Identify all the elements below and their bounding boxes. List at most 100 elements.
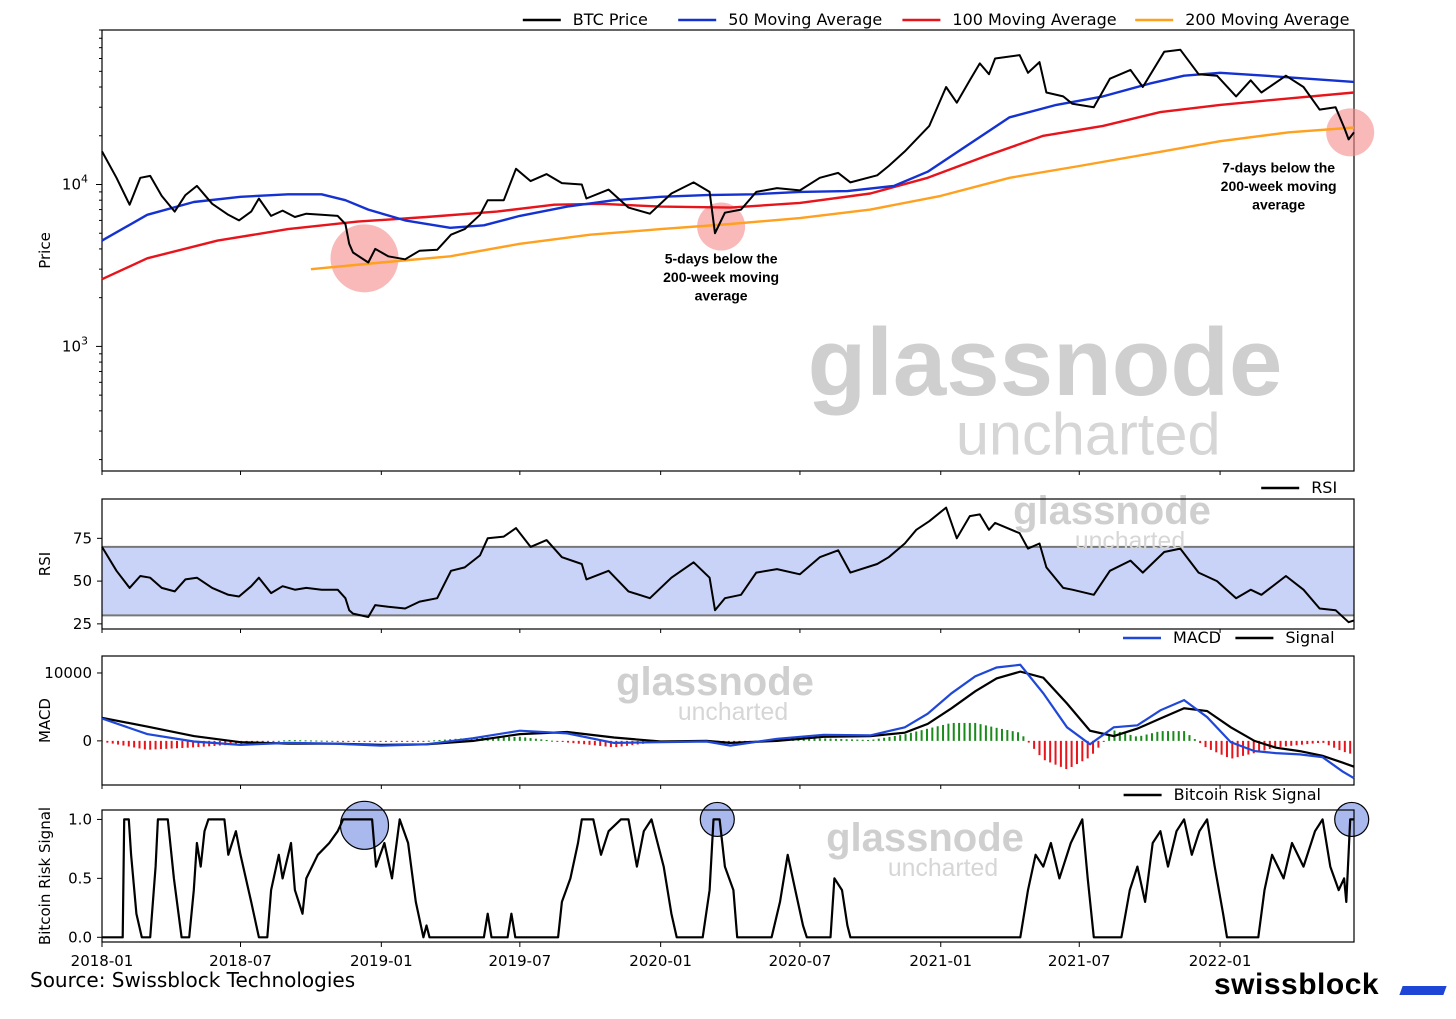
histogram-bar <box>867 739 870 741</box>
histogram-bar <box>1199 740 1202 744</box>
watermark-sub: uncharted <box>678 699 788 726</box>
y-tick-label: 25 <box>73 615 92 633</box>
watermark-main: glassnode <box>808 309 1283 416</box>
histogram-bar <box>813 738 816 741</box>
brand-logo: swissblock <box>1214 968 1380 1001</box>
histogram-bar <box>197 740 200 748</box>
histogram-bar <box>818 738 821 741</box>
histogram-bar <box>1156 731 1159 741</box>
watermark-main: glassnode <box>616 660 814 704</box>
histogram-bar <box>1161 731 1164 741</box>
y-tick-label: 0 <box>82 732 92 750</box>
histogram-bar <box>443 739 446 741</box>
histogram-bar <box>1000 728 1003 741</box>
histogram-bar <box>936 726 939 741</box>
y-tick-label: 50 <box>73 572 92 590</box>
histogram-bar <box>1225 740 1228 758</box>
y-tick-label: 104 <box>62 172 88 193</box>
histogram-bar <box>529 738 532 741</box>
y-tick-label: 0.0 <box>68 928 92 946</box>
histogram-bar <box>1033 740 1036 749</box>
histogram-bar <box>979 724 982 741</box>
histogram-bar <box>417 740 420 742</box>
histogram-bar <box>1118 731 1121 741</box>
x-tick-label: 2018-01 <box>71 952 134 970</box>
histogram-bar <box>1349 740 1352 754</box>
macd-histogram <box>101 722 1352 770</box>
histogram-bar <box>888 736 891 741</box>
histogram-bar <box>909 732 912 741</box>
histogram-bar <box>893 735 896 741</box>
legend-label: 50 Moving Average <box>728 10 882 29</box>
histogram-bar <box>599 740 602 746</box>
histogram-bar <box>1193 739 1196 741</box>
histogram-bar <box>1167 731 1170 741</box>
annotation-text: 200-week moving <box>663 269 779 285</box>
histogram-bar <box>379 740 382 742</box>
x-tick-label: 2021-07 <box>1048 952 1111 970</box>
histogram-bar <box>202 740 205 747</box>
histogram-bar <box>127 740 130 747</box>
histogram-bar <box>1317 740 1320 743</box>
histogram-bar <box>883 737 886 741</box>
histogram-bar <box>1172 731 1175 741</box>
histogram-bar <box>1279 740 1282 747</box>
histogram-bar <box>293 740 296 742</box>
macd-line <box>101 663 1355 780</box>
legend-label: MACD <box>1173 628 1221 647</box>
histogram-bar <box>433 740 436 742</box>
histogram-bar <box>1322 740 1325 743</box>
macd-panel <box>101 655 1355 786</box>
histogram-bar <box>540 739 543 741</box>
histogram-bar <box>304 740 307 742</box>
y-tick-label: 75 <box>73 529 92 547</box>
y-tick-label: 10000 <box>44 664 92 682</box>
histogram-bar <box>990 726 993 741</box>
histogram-bar <box>984 725 987 741</box>
highlight-circle <box>330 224 399 293</box>
histogram-bar <box>101 740 103 742</box>
legend-label: 200 Moving Average <box>1185 10 1349 29</box>
histogram-bar <box>1183 731 1186 741</box>
histogram-bar <box>1306 740 1309 745</box>
rsi-panel <box>101 498 1355 630</box>
histogram-bar <box>400 740 403 742</box>
histogram-bar <box>331 740 334 742</box>
histogram-bar <box>342 740 345 742</box>
histogram-bar <box>1017 732 1020 741</box>
series-line <box>310 126 1355 271</box>
histogram-bar <box>824 738 827 741</box>
highlight-circle <box>697 202 746 251</box>
histogram-bar <box>534 738 537 741</box>
histogram-bar <box>1333 740 1336 748</box>
histogram-bar <box>261 740 264 743</box>
annotation-text: average <box>1252 196 1305 212</box>
histogram-bar <box>1145 734 1148 741</box>
histogram-bar <box>513 736 516 741</box>
legend-label: Signal <box>1285 628 1334 647</box>
histogram-bar <box>111 740 114 744</box>
macd-ylabel: MACD <box>36 698 54 743</box>
histogram-bar <box>974 722 977 741</box>
histogram-bar <box>556 740 559 742</box>
histogram-bar <box>925 728 928 741</box>
histogram-bar <box>942 724 945 741</box>
x-tick-label: 2018-07 <box>209 952 272 970</box>
histogram-bar <box>133 740 136 748</box>
histogram-bar <box>143 740 146 750</box>
histogram-bar <box>915 731 918 741</box>
y-tick-label: 0.5 <box>68 869 92 887</box>
histogram-bar <box>1177 731 1180 741</box>
histogram-bar <box>1097 740 1100 748</box>
histogram-bar <box>1022 736 1025 741</box>
histogram-bar <box>1188 735 1191 741</box>
histogram-bar <box>315 740 318 742</box>
annotation-text: 200-week moving <box>1221 178 1337 194</box>
histogram-bar <box>165 740 168 749</box>
histogram-bar <box>1108 735 1111 741</box>
legend: Bitcoin Risk Signal <box>1123 785 1321 804</box>
legend-label: RSI <box>1311 478 1337 497</box>
histogram-bar <box>1295 740 1298 746</box>
histogram-bar <box>336 740 339 742</box>
